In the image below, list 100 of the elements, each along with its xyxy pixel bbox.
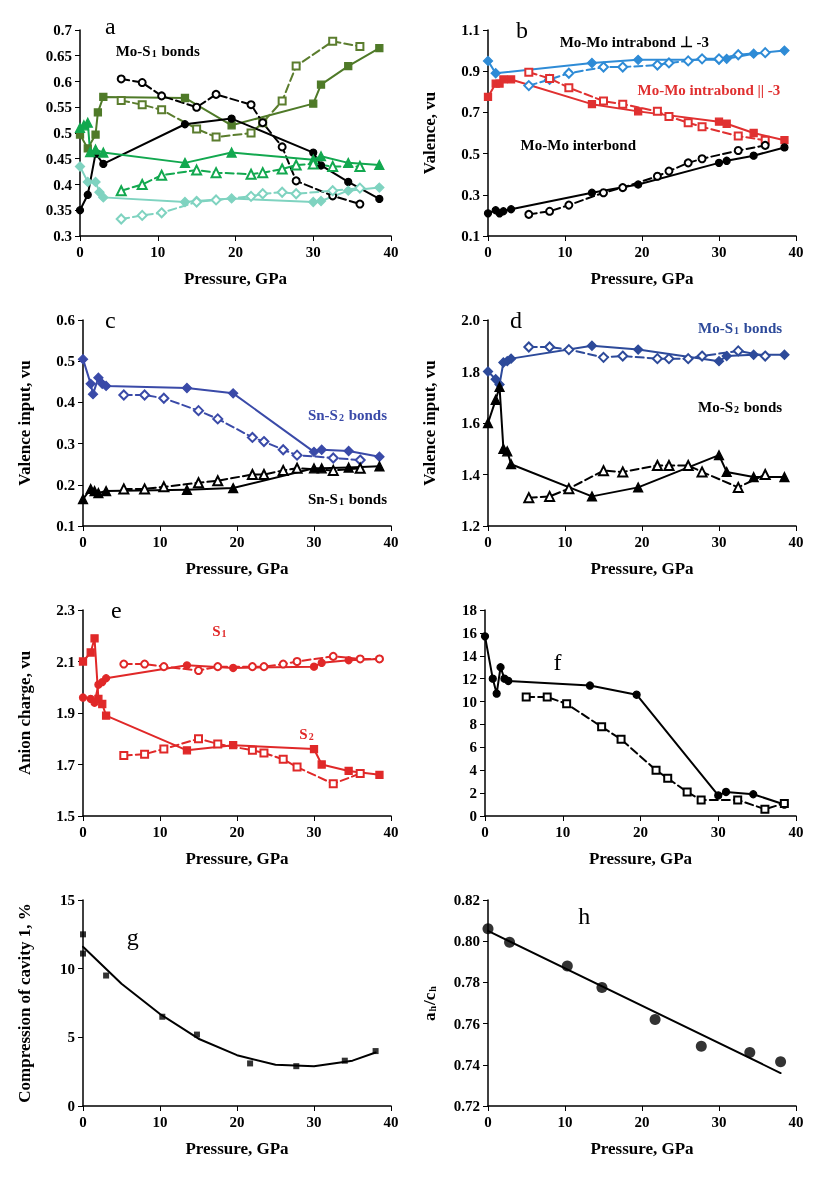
annotation: a (104, 12, 116, 39)
y-axis-title: Anion charge, vu (15, 650, 34, 776)
y-tick-label: 0.82 (453, 892, 480, 908)
y-tick-label: 4 (469, 762, 478, 779)
y-tick-label: 0.3 (53, 228, 72, 244)
y-tick-label: 0.7 (461, 104, 481, 121)
x-tick-label: 40 (788, 533, 804, 550)
x-axis-title: Pressure, GPa (185, 849, 290, 868)
x-axis-title: Pressure, GPa (590, 1139, 695, 1158)
x-tick-label: 10 (557, 1113, 573, 1130)
x-tick-label: 40 (788, 1113, 804, 1130)
x-tick-label: 20 (634, 243, 650, 260)
x-tick-label: 20 (229, 823, 245, 840)
x-axis-title: Pressure, GPa (185, 559, 290, 578)
annotation: Sn-S1 bonds (307, 491, 388, 508)
x-tick-label: 20 (229, 533, 245, 550)
x-tick-label: 10 (150, 243, 166, 260)
y-tick-label: 0.6 (56, 312, 76, 328)
annotation: c (104, 307, 116, 333)
x-axis-title: Pressure, GPa (183, 269, 288, 288)
x-tick-label: 10 (152, 533, 168, 550)
y-axis-title: Valence input, vu (15, 360, 34, 486)
y-tick-label: 2.0 (461, 312, 480, 328)
y-tick-label: 0.4 (53, 176, 73, 193)
annotation: Mo-S1 bonds (115, 42, 200, 59)
y-axis-title: Valence, vu (420, 91, 439, 175)
y-tick-label: 0.78 (453, 974, 480, 991)
y-tick-label: 0.65 (45, 47, 72, 64)
x-tick-label: 30 (711, 243, 727, 260)
x-tick-label: 0 (484, 533, 492, 550)
y-tick-label: 0.55 (45, 99, 72, 116)
y-tick-label: 16 (462, 624, 478, 641)
y-tick-label: 10 (60, 960, 75, 977)
x-tick-label: 0 (79, 823, 87, 840)
y-axis-title: Valence input, vu (420, 360, 439, 486)
annotation: d (509, 307, 522, 333)
y-tick-label: 6 (469, 739, 478, 756)
annotation: b (516, 17, 529, 43)
annotation: Mo-Mo intrabond ⊥ -3 (559, 34, 709, 51)
y-tick-label: 1.4 (461, 466, 481, 483)
y-tick-label: 1.1 (461, 22, 480, 38)
y-tick-label: 15 (60, 892, 75, 908)
y-tick-label: 0 (469, 808, 477, 824)
y-tick-label: 0.76 (453, 1015, 481, 1032)
y-tick-label: 0.2 (56, 476, 75, 493)
y-tick-label: 0.35 (45, 202, 72, 219)
x-tick-label: 40 (383, 1113, 399, 1130)
y-tick-label: 0 (67, 1098, 75, 1114)
y-tick-label: 0.45 (45, 150, 72, 167)
y-tick-label: 8 (469, 716, 477, 733)
x-axis-title: Pressure, GPa (590, 559, 695, 578)
x-tick-label: 40 (788, 243, 804, 260)
x-tick-label: 0 (79, 1113, 87, 1130)
x-tick-label: 20 (634, 1113, 650, 1130)
x-tick-label: 0 (484, 1113, 492, 1130)
y-tick-label: 0.3 (461, 186, 480, 203)
x-tick-label: 20 (228, 243, 243, 260)
y-tick-label: 0.1 (56, 518, 75, 534)
y-tick-label: 2 (469, 785, 477, 802)
x-tick-label: 40 (383, 823, 399, 840)
x-axis-title: Pressure, GPa (590, 269, 695, 288)
y-tick-label: 0.74 (453, 1056, 481, 1073)
y-tick-label: 0.4 (56, 394, 76, 411)
x-tick-label: 20 (633, 823, 648, 840)
y-tick-label: 2.1 (56, 653, 75, 670)
y-tick-label: 1.8 (461, 363, 480, 380)
y-tick-label: 0.72 (453, 1098, 480, 1114)
annotation: Mo-Mo intrabond || -3 (637, 81, 781, 98)
y-tick-label: 10 (462, 693, 477, 710)
annotation: S1 (212, 622, 227, 639)
x-tick-label: 30 (306, 823, 322, 840)
y-tick-label: 0.5 (461, 145, 480, 162)
y-tick-label: 0.5 (56, 353, 75, 370)
y-axis-title: Compression of cavity 1, % (15, 903, 34, 1103)
x-tick-label: 40 (383, 243, 399, 260)
y-tick-label: 1.9 (56, 705, 75, 721)
y-tick-label: 2.3 (56, 602, 75, 618)
annotation: Mo-S2 bonds (697, 398, 783, 415)
y-tick-label: 0.1 (461, 228, 480, 244)
x-axis-title: Pressure, GPa (185, 1139, 290, 1158)
y-tick-label: 18 (462, 602, 477, 618)
y-tick-label: 1.6 (461, 415, 481, 431)
y-tick-label: 0.6 (53, 73, 73, 90)
x-tick-label: 10 (152, 1113, 168, 1130)
x-tick-label: 0 (484, 243, 492, 260)
x-tick-label: 30 (305, 243, 321, 260)
y-tick-label: 0.3 (56, 435, 75, 452)
x-tick-label: 40 (383, 533, 399, 550)
y-tick-label: 0.9 (461, 63, 480, 80)
y-tick-label: 1.2 (461, 518, 480, 534)
x-tick-label: 30 (710, 823, 726, 840)
y-tick-label: 12 (462, 670, 477, 687)
y-tick-label: 14 (462, 647, 478, 664)
y-tick-label: 0.7 (53, 22, 73, 38)
x-tick-label: 30 (306, 533, 322, 550)
x-tick-label: 10 (557, 533, 573, 550)
x-tick-label: 40 (788, 823, 804, 840)
x-tick-label: 10 (152, 823, 168, 840)
x-tick-label: 30 (711, 533, 727, 550)
x-axis-title: Pressure, GPa (588, 849, 693, 868)
